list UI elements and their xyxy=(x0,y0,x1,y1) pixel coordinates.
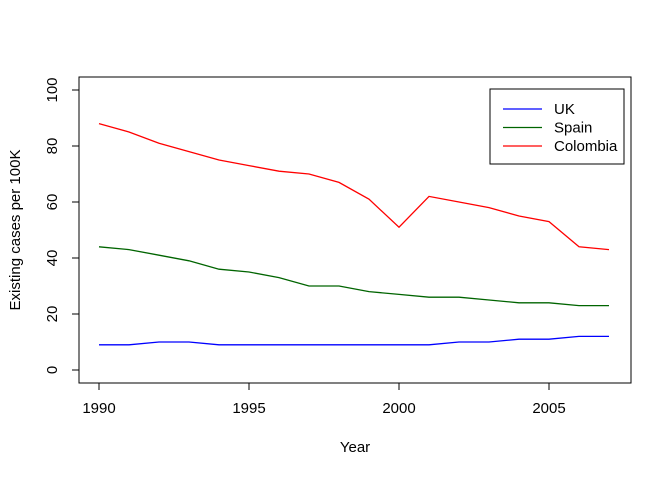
y-tick-label: 0 xyxy=(44,366,61,374)
y-tick-label: 100 xyxy=(44,77,61,102)
y-axis-title: Existing cases per 100K xyxy=(7,150,24,311)
legend-label-colombia: Colombia xyxy=(554,138,618,155)
y-tick-label: 80 xyxy=(44,138,61,155)
legend-label-spain: Spain xyxy=(554,120,592,137)
y-tick-label: 60 xyxy=(44,194,61,211)
legend-box xyxy=(489,88,625,165)
y-axis: 0 20 40 60 80 100 xyxy=(44,77,79,374)
x-axis: 1990 1995 2000 2005 xyxy=(82,383,566,417)
legend-label-uk: UK xyxy=(554,101,575,118)
x-tick-label: 2005 xyxy=(532,400,565,417)
plot-border xyxy=(78,76,632,384)
x-tick-label: 1995 xyxy=(232,400,265,417)
x-tick-label: 2000 xyxy=(382,400,415,417)
x-axis-title: Year xyxy=(340,439,370,456)
y-tick-label: 40 xyxy=(44,250,61,267)
line-spain xyxy=(98,246,609,307)
series-lines xyxy=(98,122,610,346)
x-tick-label: 1990 xyxy=(82,400,115,417)
line-uk xyxy=(99,335,609,346)
y-tick-label: 20 xyxy=(44,306,61,323)
line-colombia xyxy=(98,122,610,251)
